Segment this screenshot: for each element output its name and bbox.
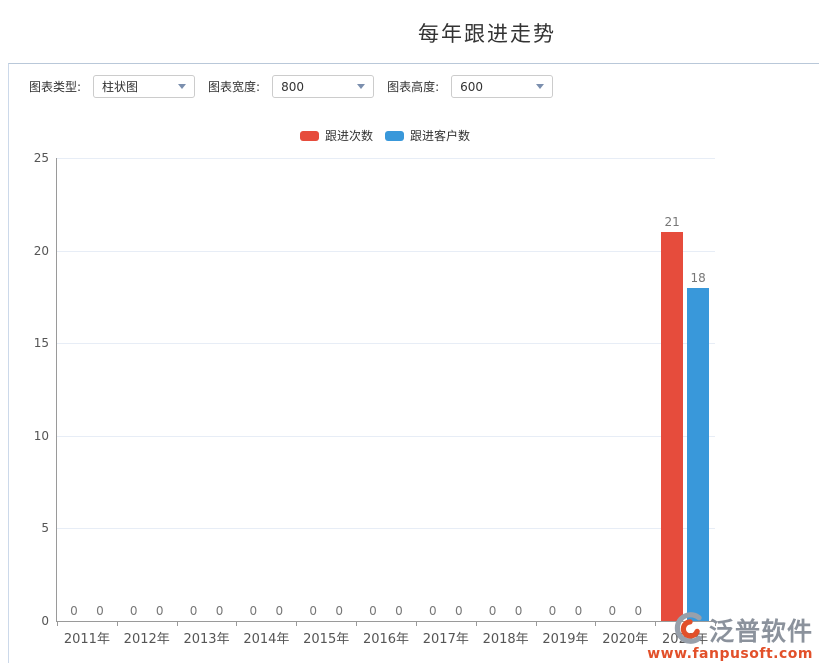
bar-chart-plot-area: 0 5 10 15 20 25 2011年 2012年 2013年 2014年 2015年 2016年…	[34, 151, 716, 647]
watermark-name: 泛普软件	[708, 617, 813, 646]
bar-value-label: 0	[215, 604, 224, 618]
watermark-row: 泛普软件	[647, 611, 813, 649]
controls-bar: 图表类型: 柱状图 图表宽度: 800 图表高度: 600	[29, 75, 566, 98]
bar-value-label: 0	[548, 604, 557, 618]
chart-height-dropdown[interactable]: 600	[451, 75, 554, 98]
bar-value-label: 18	[690, 270, 706, 285]
x-axis-tick	[236, 621, 238, 626]
y-axis-label: 5	[41, 521, 49, 536]
x-axis-label: 2014年	[243, 632, 290, 647]
x-axis-tick	[356, 621, 358, 626]
bar-value-label: 0	[608, 604, 617, 618]
x-axis-label: 2011年	[63, 632, 110, 647]
bar-value-label: 21	[664, 215, 680, 230]
bar-value-label: 0	[574, 604, 583, 618]
chart-height-value: 600	[460, 79, 484, 94]
bar-value-label: 0	[155, 604, 164, 618]
chart-width-label: 图表宽度:	[208, 80, 261, 94]
bar-跟进客户数-2021年[interactable]	[687, 287, 710, 621]
watermark: 泛普软件 www.fanpusoft.com	[647, 611, 813, 662]
chevron-down-icon	[536, 84, 545, 89]
x-axis-label: 2020年	[602, 632, 649, 647]
fanpu-logo-icon	[674, 611, 708, 649]
bar-value-label: 0	[335, 604, 343, 618]
bar-value-label: 0	[488, 604, 497, 618]
chart-width-value: 800	[281, 79, 304, 94]
x-axis-label: 2018年	[482, 632, 529, 647]
bar-value-label: 0	[634, 604, 643, 618]
x-axis-label: 2019年	[542, 632, 589, 647]
chevron-down-icon	[178, 84, 187, 89]
legend-item-follow-count[interactable]: 跟进次数	[299, 127, 373, 144]
bar-value-label: 0	[369, 604, 377, 618]
x-axis-tick	[715, 621, 716, 626]
legend-label: 跟进客户数	[410, 129, 471, 143]
legend-swatch-blue	[385, 130, 404, 141]
chart-height-label: 图表高度:	[387, 80, 440, 94]
x-axis-tick	[57, 621, 58, 626]
y-axis-label: 20	[33, 243, 49, 258]
page-title: 每年跟进走势	[418, 22, 556, 46]
x-axis-tick	[116, 621, 118, 626]
gridline	[57, 343, 715, 345]
x-axis-tick	[296, 621, 298, 626]
x-axis-label: 2016年	[362, 632, 410, 647]
legend: 跟进次数 跟进客户数	[56, 127, 714, 144]
bar-value-label: 0	[309, 604, 317, 618]
chart-type-dropdown[interactable]: 柱状图	[93, 75, 196, 98]
x-axis-label: 2013年	[183, 632, 230, 647]
x-axis-label: 2012年	[123, 632, 170, 647]
bar-value-label: 0	[275, 604, 284, 618]
chart-panel: 图表类型: 柱状图 图表宽度: 800 图表高度: 600 跟进次数	[8, 63, 819, 663]
gridline	[57, 158, 715, 159]
legend-label: 跟进次数	[324, 129, 373, 143]
bar-跟进次数-2021年[interactable]	[661, 232, 684, 621]
x-axis-tick	[535, 621, 537, 626]
bar-value-label: 0	[395, 604, 403, 618]
legend-item-customer-count[interactable]: 跟进客户数	[385, 127, 470, 144]
y-axis-label: 10	[33, 428, 49, 443]
bar-value-label: 0	[428, 604, 437, 618]
y-axis-label: 15	[33, 336, 49, 351]
bar-value-label: 0	[129, 604, 138, 618]
bar-value-label: 0	[96, 604, 104, 618]
x-axis-label: 2017年	[422, 632, 469, 647]
chevron-down-icon	[357, 84, 366, 89]
x-axis-tick	[595, 621, 597, 626]
bar-value-label: 0	[514, 604, 523, 618]
y-axis-label: 0	[41, 614, 49, 628]
x-axis-tick	[475, 621, 477, 626]
x-axis-tick	[176, 621, 178, 626]
chart-width-dropdown[interactable]: 800	[272, 75, 375, 98]
gridline	[57, 528, 715, 530]
legend-swatch-red	[299, 130, 319, 141]
chart-type-value: 柱状图	[102, 80, 139, 94]
x-axis-tick	[655, 621, 657, 626]
x-axis-label: 2015年	[303, 632, 350, 647]
gridline	[57, 435, 715, 437]
y-axis-label: 25	[33, 151, 49, 165]
x-axis-tick	[415, 621, 417, 626]
watermark-url: www.fanpusoft.com	[647, 646, 813, 662]
gridline	[57, 250, 715, 252]
bar-value-label: 0	[454, 604, 463, 618]
bar-value-label: 0	[70, 604, 78, 618]
bar-value-label: 0	[249, 604, 258, 618]
chart-type-label: 图表类型:	[29, 80, 82, 94]
bar-value-label: 0	[189, 604, 198, 618]
